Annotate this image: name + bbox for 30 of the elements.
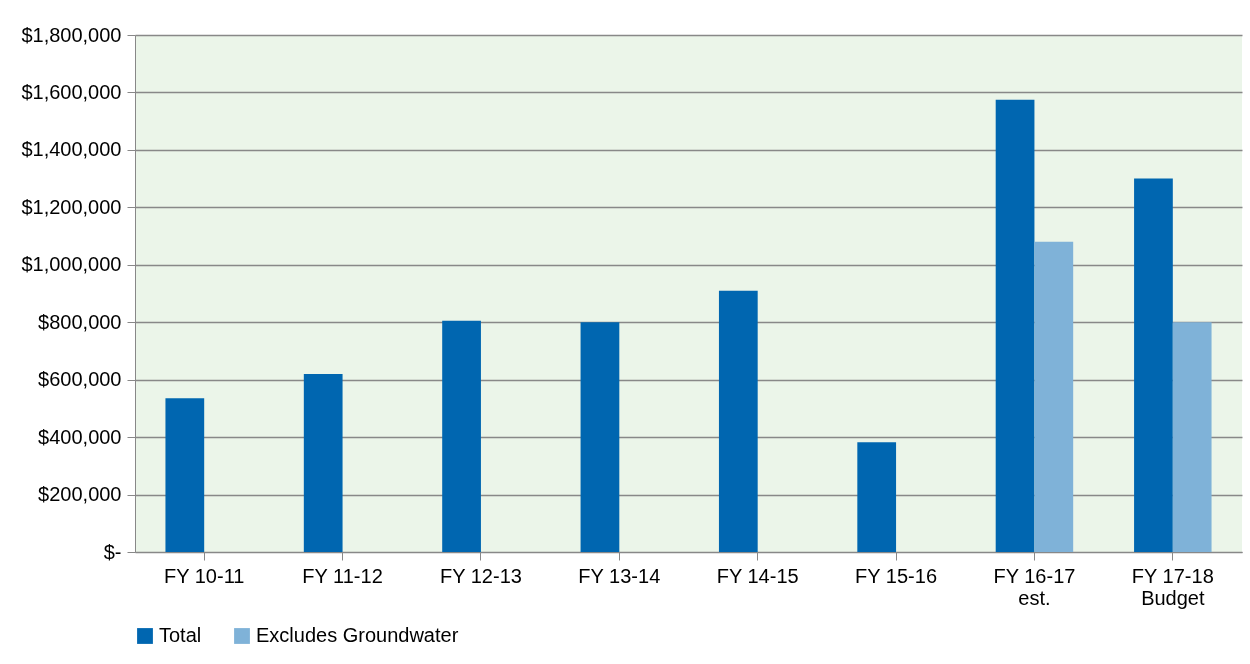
y-tick-label: $600,000 bbox=[38, 368, 122, 391]
y-tick-label: $- bbox=[103, 540, 122, 563]
y-tick-label: $1,000,000 bbox=[21, 253, 122, 276]
x-tick-label: FY 16-17 est. bbox=[993, 564, 1076, 609]
x-tick-label: FY 14-15 bbox=[716, 564, 799, 587]
bar bbox=[1134, 178, 1173, 552]
y-tick-label: $1,800,000 bbox=[21, 23, 122, 46]
y-tick-label: $1,400,000 bbox=[21, 138, 122, 161]
bar bbox=[303, 373, 343, 552]
y-tick-label: $1,600,000 bbox=[21, 80, 122, 103]
bar bbox=[995, 99, 1035, 552]
x-tick-label: FY 12-13 bbox=[439, 564, 522, 587]
bar bbox=[718, 290, 758, 552]
y-tick-label: $1,200,000 bbox=[21, 195, 122, 218]
y-tick-label: $800,000 bbox=[38, 310, 122, 333]
legend-label: Excludes Groundwater bbox=[256, 624, 459, 646]
bar bbox=[857, 442, 897, 552]
x-tick-label: FY 10-11 bbox=[163, 564, 245, 587]
y-tick-label: $200,000 bbox=[38, 483, 122, 506]
bar bbox=[1172, 322, 1212, 552]
x-tick-label: FY 11-12 bbox=[302, 564, 383, 587]
bar bbox=[165, 398, 205, 552]
y-tick-label: $400,000 bbox=[38, 425, 122, 448]
x-tick-label: FY 15-16 bbox=[855, 564, 938, 587]
legend-label: Total bbox=[159, 624, 202, 646]
bar bbox=[442, 320, 481, 552]
bar bbox=[1034, 241, 1074, 552]
bar bbox=[580, 322, 620, 552]
x-tick-label: FY 17-18 Budget bbox=[1131, 564, 1214, 609]
x-tick-label: FY 13-14 bbox=[578, 564, 661, 587]
